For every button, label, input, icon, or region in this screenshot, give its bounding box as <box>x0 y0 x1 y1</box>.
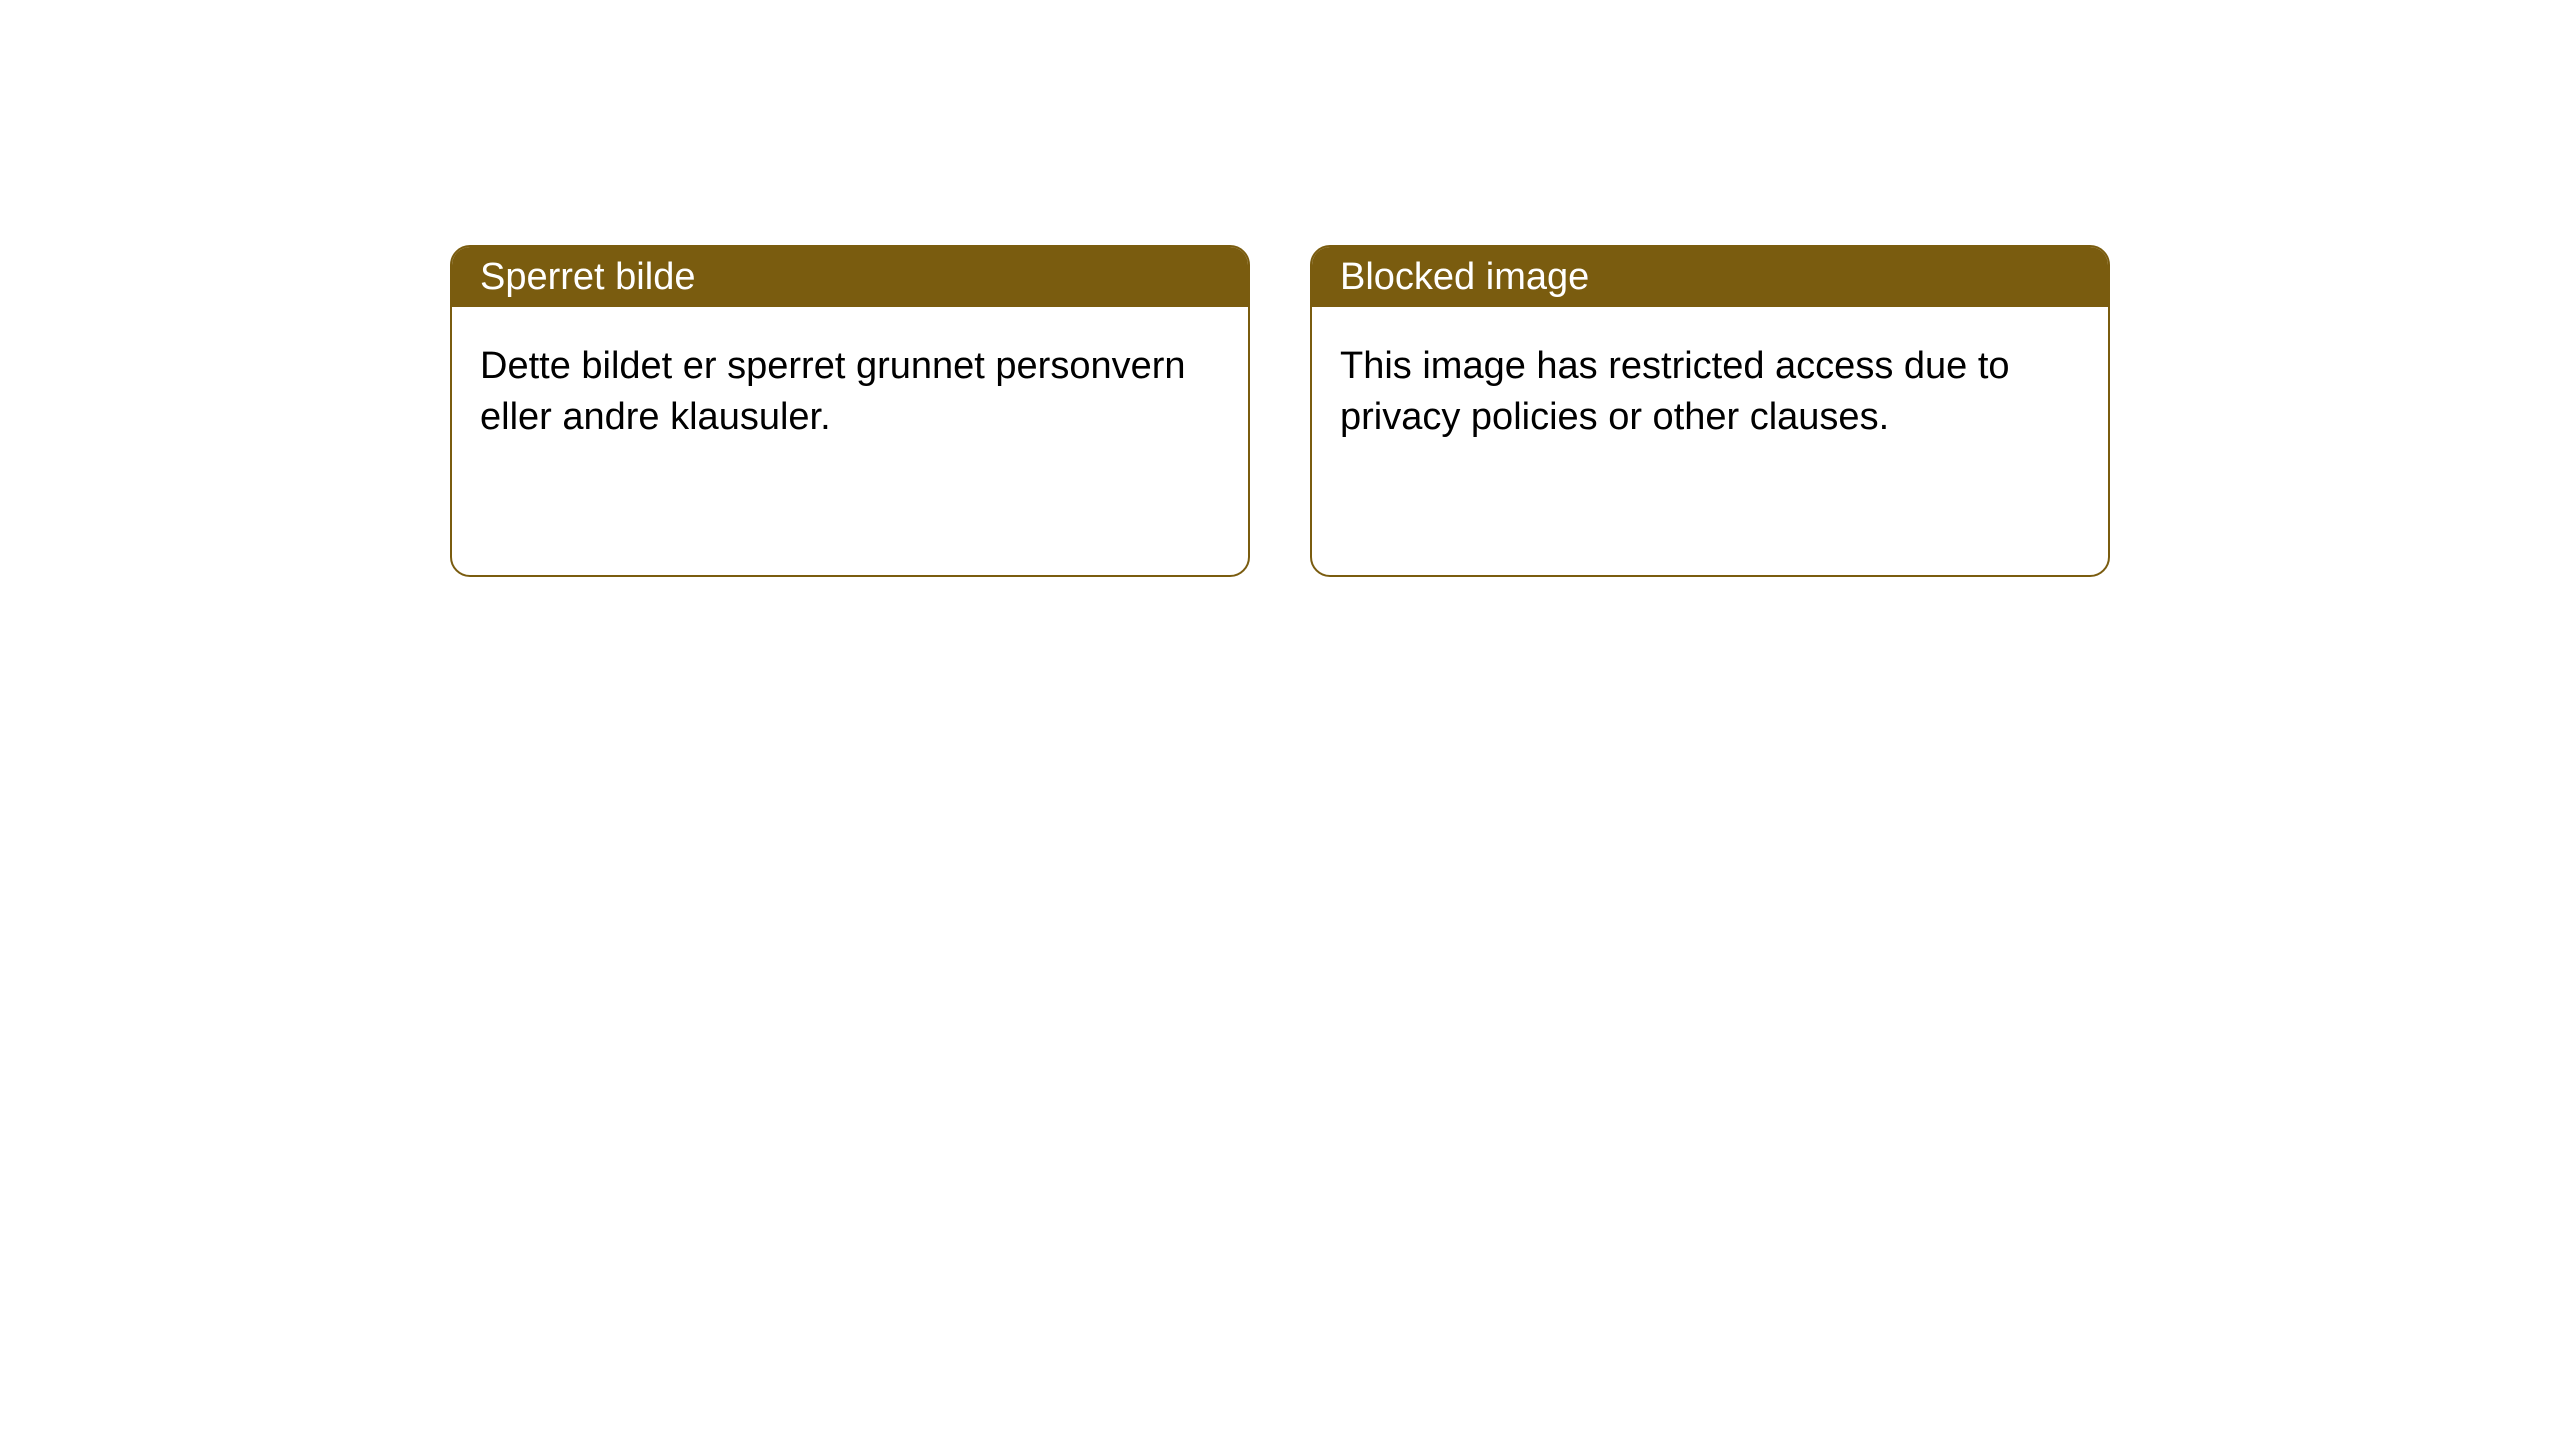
notice-body: This image has restricted access due to … <box>1312 307 2108 478</box>
notice-title: Blocked image <box>1340 256 1589 299</box>
notice-container: Sperret bilde Dette bildet er sperret gr… <box>0 0 2560 577</box>
notice-body-text: Dette bildet er sperret grunnet personve… <box>480 345 1186 438</box>
notice-header: Blocked image <box>1312 247 2108 307</box>
notice-card-english: Blocked image This image has restricted … <box>1310 245 2110 577</box>
notice-title: Sperret bilde <box>480 256 695 299</box>
notice-body-text: This image has restricted access due to … <box>1340 345 2010 438</box>
notice-body: Dette bildet er sperret grunnet personve… <box>452 307 1248 478</box>
notice-card-norwegian: Sperret bilde Dette bildet er sperret gr… <box>450 245 1250 577</box>
notice-header: Sperret bilde <box>452 247 1248 307</box>
